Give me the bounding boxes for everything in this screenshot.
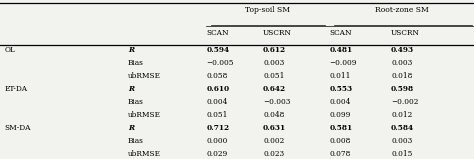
Text: 0.011: 0.011 [329,72,351,80]
Text: ET-DA: ET-DA [5,85,28,93]
Text: 0.018: 0.018 [391,72,412,80]
Text: 0.012: 0.012 [391,111,412,119]
Text: 0.003: 0.003 [391,59,412,67]
Text: 0.612: 0.612 [263,46,286,54]
Text: 0.594: 0.594 [206,46,229,54]
Text: 0.051: 0.051 [263,72,284,80]
Text: SCAN: SCAN [329,29,352,37]
Text: 0.004: 0.004 [329,98,351,106]
Text: ubRMSE: ubRMSE [128,72,161,80]
Text: 0.493: 0.493 [391,46,414,54]
Text: ubRMSE: ubRMSE [128,150,161,158]
Text: −0.002: −0.002 [391,98,419,106]
Text: 0.581: 0.581 [329,124,353,132]
Text: −0.005: −0.005 [206,59,234,67]
Text: −0.009: −0.009 [329,59,357,67]
Text: 0.029: 0.029 [206,150,228,158]
Text: 0.051: 0.051 [206,111,228,119]
Text: 0.003: 0.003 [263,59,284,67]
Text: 0.048: 0.048 [263,111,284,119]
Text: Root-zone SM: Root-zone SM [375,6,428,14]
Text: 0.712: 0.712 [206,124,229,132]
Text: Top-soil SM: Top-soil SM [246,6,290,14]
Text: 0.642: 0.642 [263,85,286,93]
Text: 0.023: 0.023 [263,150,284,158]
Text: 0.003: 0.003 [391,137,412,145]
Text: OL: OL [5,46,16,54]
Text: R: R [128,85,134,93]
Text: 0.631: 0.631 [263,124,286,132]
Text: 0.481: 0.481 [329,46,353,54]
Text: Bias: Bias [128,59,144,67]
Text: 0.078: 0.078 [329,150,351,158]
Text: 0.099: 0.099 [329,111,351,119]
Text: 0.598: 0.598 [391,85,414,93]
Text: 0.015: 0.015 [391,150,412,158]
Text: 0.002: 0.002 [263,137,284,145]
Text: ubRMSE: ubRMSE [128,111,161,119]
Text: SM-DA: SM-DA [5,124,31,132]
Text: 0.553: 0.553 [329,85,353,93]
Text: 0.000: 0.000 [206,137,228,145]
Text: SCAN: SCAN [206,29,228,37]
Text: R: R [128,46,134,54]
Text: R: R [128,124,134,132]
Text: 0.058: 0.058 [206,72,228,80]
Text: Bias: Bias [128,137,144,145]
Text: USCRN: USCRN [391,29,420,37]
Text: 0.004: 0.004 [206,98,228,106]
Text: −0.003: −0.003 [263,98,291,106]
Text: USCRN: USCRN [263,29,292,37]
Text: 0.008: 0.008 [329,137,351,145]
Text: Bias: Bias [128,98,144,106]
Text: 0.584: 0.584 [391,124,414,132]
Text: 0.610: 0.610 [206,85,229,93]
